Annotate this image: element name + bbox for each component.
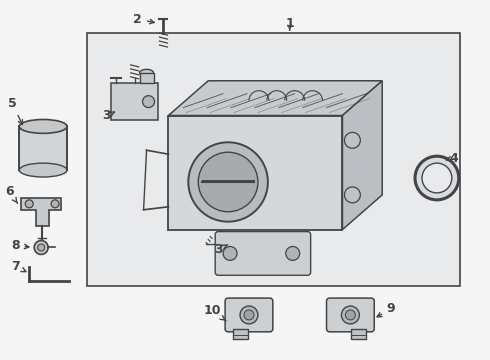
Text: 7: 7: [11, 260, 26, 273]
Bar: [233, 329, 248, 339]
Bar: [169, 116, 343, 230]
Circle shape: [25, 200, 33, 208]
Bar: [87, 33, 460, 286]
Circle shape: [345, 310, 355, 320]
Circle shape: [344, 187, 360, 203]
Polygon shape: [21, 198, 61, 226]
Text: 3: 3: [214, 243, 228, 256]
Text: 3: 3: [102, 109, 115, 122]
Circle shape: [286, 247, 300, 260]
Circle shape: [188, 142, 268, 222]
Polygon shape: [343, 81, 382, 230]
Bar: [19, 126, 67, 170]
Text: 1: 1: [285, 17, 294, 30]
Circle shape: [244, 310, 254, 320]
Circle shape: [34, 240, 48, 255]
Circle shape: [38, 244, 45, 251]
Text: 5: 5: [8, 97, 23, 125]
Circle shape: [342, 306, 359, 324]
Text: 8: 8: [11, 239, 29, 252]
Circle shape: [422, 163, 452, 193]
Bar: [351, 329, 367, 339]
Circle shape: [240, 306, 258, 324]
Circle shape: [198, 152, 258, 212]
Ellipse shape: [140, 69, 153, 76]
Circle shape: [415, 156, 459, 200]
Text: 2: 2: [133, 13, 154, 26]
Bar: [140, 73, 153, 83]
Text: 10: 10: [203, 305, 226, 321]
Circle shape: [223, 247, 237, 260]
Text: 9: 9: [377, 302, 395, 317]
Circle shape: [143, 96, 154, 108]
Circle shape: [51, 200, 59, 208]
Polygon shape: [169, 81, 382, 116]
Circle shape: [344, 132, 360, 148]
FancyBboxPatch shape: [215, 231, 311, 275]
Ellipse shape: [19, 120, 67, 133]
Text: 4: 4: [446, 152, 458, 165]
Ellipse shape: [19, 163, 67, 177]
Bar: [111, 83, 158, 121]
FancyBboxPatch shape: [225, 298, 273, 332]
Text: 6: 6: [5, 185, 18, 203]
FancyBboxPatch shape: [326, 298, 374, 332]
